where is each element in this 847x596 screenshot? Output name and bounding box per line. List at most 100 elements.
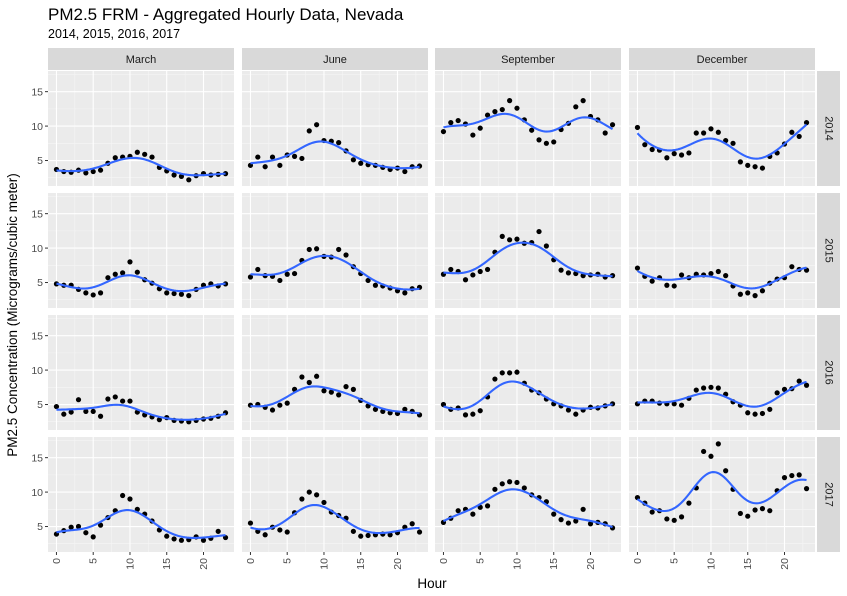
smooth-line	[56, 156, 226, 177]
panel-background	[242, 193, 428, 308]
data-point	[83, 290, 89, 296]
data-point	[573, 411, 579, 417]
facet-panel	[435, 315, 621, 430]
facet-panel	[242, 315, 428, 430]
smooth-line	[250, 140, 420, 170]
x-axis-title: Hour	[417, 576, 447, 591]
data-point	[499, 481, 505, 487]
facet-panel	[48, 71, 234, 186]
data-point	[105, 275, 111, 281]
data-point	[277, 527, 283, 533]
data-point	[664, 516, 670, 522]
data-point	[789, 472, 795, 479]
data-point	[277, 277, 283, 284]
data-point	[671, 151, 677, 157]
data-point	[759, 506, 766, 512]
data-point	[507, 370, 513, 376]
data-point	[649, 278, 655, 284]
data-point	[803, 486, 810, 492]
data-point	[75, 523, 82, 530]
x-tick-label: 10	[124, 558, 136, 570]
data-point	[156, 417, 162, 423]
facet-panel	[629, 437, 815, 552]
data-point	[416, 529, 423, 535]
x-tick-label: 5	[282, 558, 294, 564]
data-point	[543, 243, 549, 249]
data-point	[514, 369, 520, 375]
data-point	[134, 269, 140, 275]
data-point	[448, 120, 454, 126]
data-point	[671, 283, 677, 289]
data-point	[112, 271, 118, 277]
y-tick-label: 15	[31, 452, 43, 464]
data-point	[83, 530, 89, 536]
y-tick-label: 15	[31, 86, 43, 98]
data-point	[774, 390, 780, 396]
smooth-line	[636, 266, 807, 290]
data-point	[678, 514, 685, 520]
data-point	[803, 382, 810, 388]
panel-background	[629, 193, 815, 308]
data-point	[587, 521, 594, 527]
facet-panel	[435, 71, 621, 186]
data-point	[299, 374, 305, 380]
data-point	[200, 537, 207, 543]
data-point	[723, 273, 729, 279]
data-point	[365, 532, 371, 539]
data-point	[745, 162, 751, 168]
data-point	[536, 137, 542, 143]
smooth-line	[636, 123, 808, 160]
smooth-line	[250, 254, 420, 291]
smooth-line	[443, 112, 614, 133]
data-point	[737, 159, 743, 165]
data-point	[737, 510, 743, 517]
x-tick-label: 0	[438, 558, 450, 564]
y-tick-label: 10	[31, 487, 43, 499]
data-point	[693, 387, 699, 393]
data-point	[83, 170, 89, 176]
facet-panel	[629, 315, 815, 430]
facet-panel	[48, 193, 234, 308]
data-point	[112, 394, 118, 400]
facet-panel	[435, 193, 621, 308]
data-point	[803, 120, 810, 126]
chart-title: PM2.5 FRM - Aggregated Hourly Data, Neva…	[48, 5, 404, 24]
data-point	[178, 537, 185, 543]
data-point	[580, 506, 586, 512]
data-point	[336, 246, 342, 253]
plot-area: March June September December20142015201620…	[31, 48, 840, 570]
data-point	[365, 277, 371, 284]
data-point	[314, 373, 320, 379]
data-point	[759, 410, 766, 417]
x-tick-label: 15	[161, 558, 173, 570]
data-point	[701, 130, 707, 136]
data-point	[314, 246, 320, 252]
data-point	[321, 499, 327, 506]
data-point	[789, 264, 795, 270]
row-strip-label: 2015	[823, 238, 835, 262]
chart-subtitle: 2014, 2015, 2016, 2017	[48, 27, 181, 41]
column-strip-label: March	[126, 54, 157, 66]
data-point	[781, 475, 788, 481]
data-point	[759, 165, 766, 171]
y-tick-label: 15	[31, 208, 43, 220]
data-point	[649, 146, 655, 153]
data-point	[745, 513, 751, 519]
data-point	[409, 521, 415, 527]
data-point	[678, 152, 685, 158]
data-point	[507, 479, 513, 485]
data-point	[269, 407, 276, 413]
data-point	[701, 448, 707, 455]
data-point	[306, 489, 312, 495]
data-point	[336, 140, 342, 146]
data-point	[186, 293, 192, 299]
row-strip	[817, 193, 840, 308]
data-point	[350, 528, 356, 534]
data-point	[343, 384, 349, 390]
data-point	[164, 533, 170, 539]
data-point	[255, 266, 261, 273]
data-point	[529, 127, 535, 133]
data-point	[693, 130, 699, 136]
smooth-line	[250, 503, 420, 535]
data-point	[492, 376, 498, 382]
